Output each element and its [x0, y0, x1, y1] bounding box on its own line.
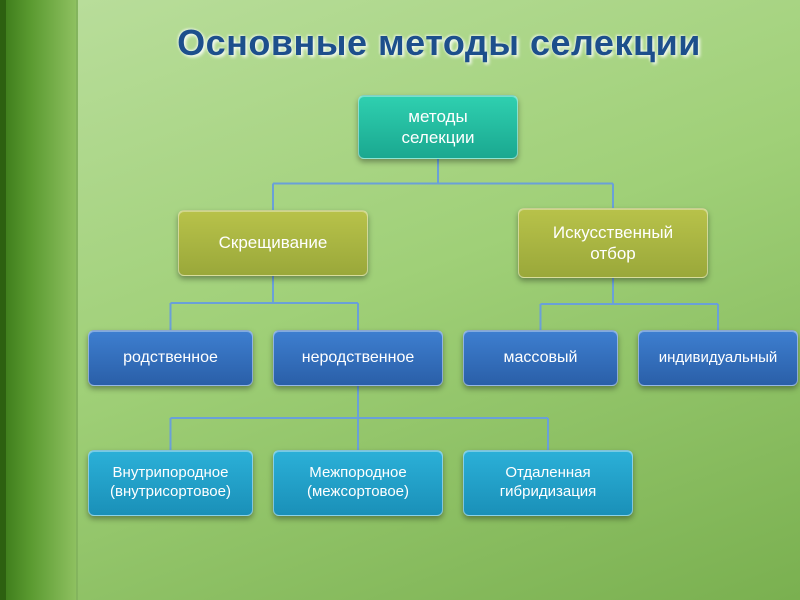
slide-content: Основные методы селекции методы селекции…: [78, 0, 800, 600]
diagram-node-mass: массовый: [463, 330, 618, 386]
diagram-node-cross: Скрещивание: [178, 210, 368, 276]
diagram-node-inter: Межпородное (межсортовое): [273, 450, 443, 516]
diagram-node-sel: Искусственный отбор: [518, 208, 708, 278]
diagram-node-unrel: неродственное: [273, 330, 443, 386]
diagram-node-rel: родственное: [88, 330, 253, 386]
left-decoration-stripe: [0, 0, 78, 600]
diagram-node-intra: Внутрипородное (внутрисортовое): [88, 450, 253, 516]
diagram-node-dist: Отдаленная гибридизация: [463, 450, 633, 516]
diagram-node-root: методы селекции: [358, 95, 518, 159]
diagram-node-indiv: индивидуальный: [638, 330, 798, 386]
page-title: Основные методы селекции: [78, 0, 800, 64]
